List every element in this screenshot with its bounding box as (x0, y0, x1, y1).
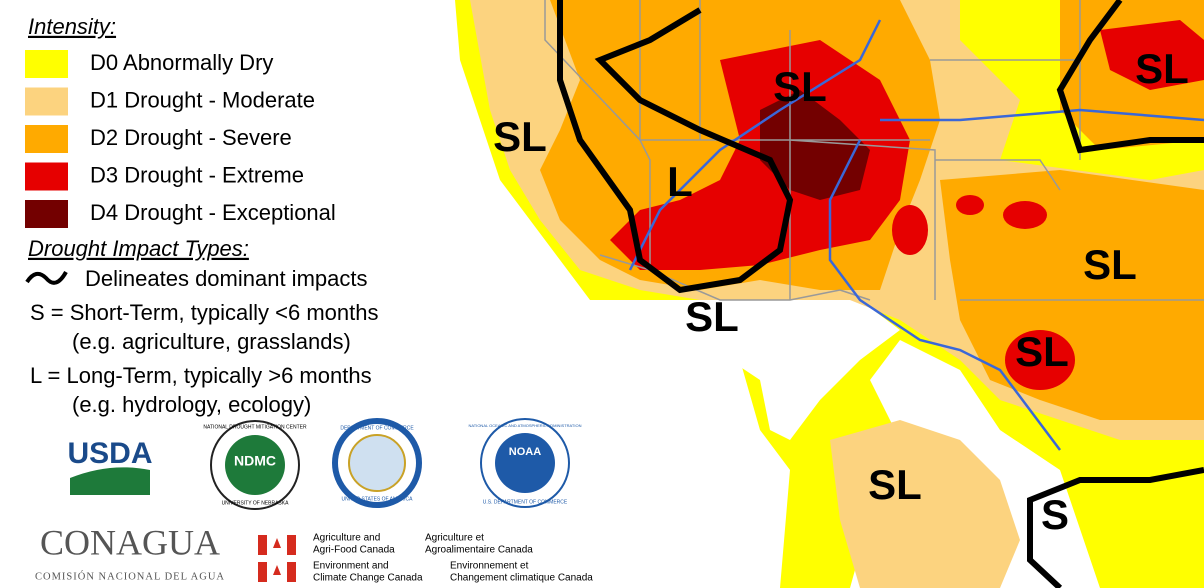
legend-label: D0 Abnormally Dry (90, 50, 273, 75)
legend: Intensity: D0 Abnormally Dry D1 Drought -… (25, 14, 378, 417)
noaa-ring: NATIONAL OCEANIC AND ATMOSPHERIC ADMINIS… (469, 423, 582, 428)
logos: USDA NDMC NATIONAL DROUGHT MITIGATION CE… (35, 418, 593, 584)
noaa-bottom: U.S. DEPARTMENT OF COMMERCE (483, 499, 568, 505)
ndmc-inner (225, 435, 285, 495)
map-label: SL (1135, 45, 1189, 92)
impact-icon (25, 270, 68, 285)
canada-text: Climate Change Canada (313, 573, 423, 584)
usda-field (70, 467, 150, 495)
d3-spot (1003, 201, 1047, 229)
noaa-logo: NOAA (509, 446, 541, 458)
legend-label: D4 Drought - Exceptional (90, 200, 336, 225)
noaa-inner (495, 433, 555, 493)
map-label: SL (493, 113, 547, 160)
canada-text: Agriculture and (313, 533, 380, 544)
map-label: SL (685, 293, 739, 340)
ndmc-bottom: UNIVERSITY OF NEBRASKA (222, 500, 290, 506)
impacts-long: L = Long-Term, typically >6 months (30, 363, 372, 388)
map-label: SL (868, 461, 922, 508)
impacts-title: Drought Impact Types: (28, 236, 249, 261)
impact-lines (557, 0, 1204, 588)
map-label: SL (1015, 328, 1069, 375)
legend-swatch (25, 50, 68, 78)
legend-label: D3 Drought - Extreme (90, 162, 304, 187)
legend-swatch (25, 200, 68, 228)
canada-text: Environnement et (450, 561, 529, 572)
ndmc-logo: NDMC (234, 453, 276, 469)
impacts-short: S = Short-Term, typically <6 months (30, 300, 378, 325)
map-label: SL (1083, 241, 1137, 288)
canada-text: Agri-Food Canada (313, 545, 395, 556)
map-label: S (1041, 491, 1069, 538)
commerce-inner (348, 434, 406, 492)
conagua-sub: COMISIÓN NACIONAL DEL AGUA (35, 570, 225, 582)
d3-northeast (1100, 20, 1204, 90)
canada-text: Agriculture et (425, 533, 484, 544)
legend-swatch (25, 125, 68, 153)
commerce-ring: DEPARTMENT OF COMMERCE (340, 425, 414, 431)
map: SL SL L SL SL SL SL S SL (455, 0, 1204, 588)
canada-text: Environment and (313, 561, 389, 572)
canada-flag (258, 562, 296, 582)
map-label: L (667, 158, 693, 205)
impacts-delineates: Delineates dominant impacts (85, 266, 367, 291)
legend-swatch (25, 87, 68, 116)
impacts-long-examples: (e.g. hydrology, ecology) (72, 392, 311, 417)
usda-logo: USDA (67, 437, 152, 470)
legend-label: D2 Drought - Severe (90, 125, 292, 150)
canada-text: Changement climatique Canada (450, 573, 593, 584)
d3-spot (956, 195, 984, 215)
legend-items: D0 Abnormally Dry D1 Drought - Moderate D2… (25, 50, 336, 228)
commerce-bottom: UNITED STATES OF AMERICA (342, 496, 414, 502)
legend-title: Intensity: (28, 14, 116, 39)
ndmc-ring: NATIONAL DROUGHT MITIGATION CENTER (203, 424, 307, 430)
legend-label: D1 Drought - Moderate (90, 87, 315, 112)
canada-flag (258, 535, 296, 555)
d3-spot (892, 205, 928, 255)
impacts-short-examples: (e.g. agriculture, grasslands) (72, 329, 351, 354)
canada-text: Agroalimentaire Canada (425, 545, 533, 556)
legend-swatch (25, 162, 68, 191)
d1-mexico (830, 420, 1020, 588)
rivers (628, 19, 1204, 451)
map-label: SL (773, 63, 827, 110)
conagua-logo: CONAGUA (40, 522, 220, 562)
white-area (600, 300, 900, 440)
d3-spot (1005, 330, 1075, 390)
